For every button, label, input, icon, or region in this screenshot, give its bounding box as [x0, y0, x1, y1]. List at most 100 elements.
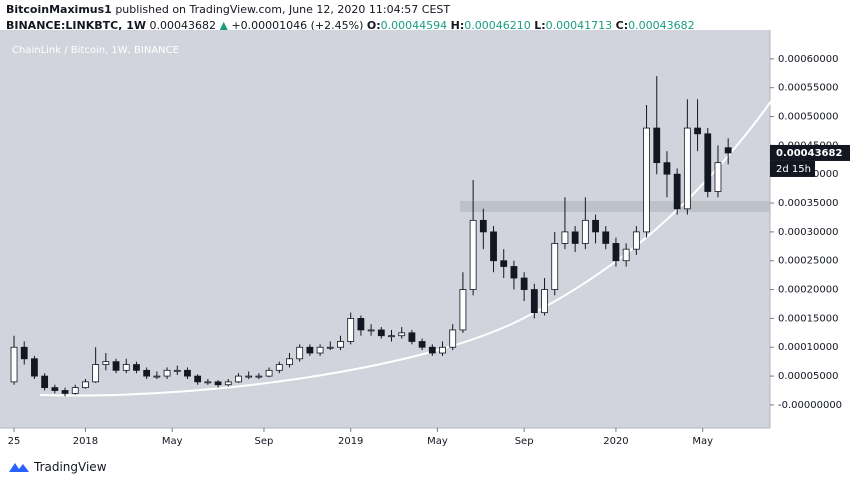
- candle-body: [500, 260, 508, 267]
- c-label: C:: [615, 19, 629, 32]
- resistance-band: [460, 201, 770, 212]
- candle-body: [82, 381, 89, 389]
- candle-body: [41, 375, 49, 389]
- candle-body: [388, 335, 395, 338]
- candle-body: [326, 346, 334, 349]
- candle-body: [551, 243, 559, 290]
- symbol: BINANCE:LINKBTC, 1W: [6, 19, 146, 32]
- candle-body: [643, 127, 650, 233]
- candle-body: [194, 375, 202, 383]
- candle-body: [479, 219, 487, 233]
- last: 0.00043682: [149, 19, 216, 32]
- price-tag-label: 0.00043682: [776, 148, 842, 159]
- countdown-label: 2d 15h: [776, 164, 811, 175]
- candle-body: [367, 329, 375, 332]
- candle-body: [306, 346, 314, 354]
- y-tick-label: 0.00010000: [778, 342, 838, 353]
- candle-body: [612, 243, 620, 262]
- candle-body: [694, 127, 701, 135]
- candle-body: [592, 219, 599, 233]
- header-line: BitcoinMaximus1 published on TradingView…: [6, 2, 695, 18]
- candle-body: [133, 364, 140, 371]
- candle-body: [286, 358, 293, 365]
- candle-body: [214, 381, 222, 386]
- logo: [9, 463, 29, 472]
- candle-body: [153, 375, 161, 378]
- author: BitcoinMaximus1: [6, 3, 112, 16]
- candle-body: [316, 346, 324, 354]
- h-label: H:: [450, 19, 465, 32]
- candle-body: [632, 231, 640, 250]
- candle-body: [122, 364, 130, 371]
- y-tick-label: -0.00000000: [778, 400, 842, 411]
- candle-body: [275, 364, 283, 371]
- candle-body: [602, 231, 610, 244]
- y-tick-label: 0.00060000: [778, 54, 838, 65]
- x-tick-label: May: [162, 436, 183, 447]
- candle-body: [418, 341, 426, 348]
- candle-body: [439, 346, 446, 354]
- candle-body: [469, 219, 477, 290]
- candle-body: [510, 266, 518, 279]
- candle-body: [683, 127, 691, 210]
- x-tick-label: May: [427, 436, 448, 447]
- candle-body: [714, 162, 722, 192]
- candle-body: [622, 248, 630, 262]
- candle-body: [408, 332, 416, 342]
- candle-body: [204, 381, 212, 384]
- footer: TradingView: [8, 460, 107, 474]
- candle-body: [571, 231, 579, 244]
- candle-body: [561, 231, 569, 244]
- support-curve: [39, 99, 773, 397]
- published: published on TradingView.com, June 12, 2…: [115, 3, 451, 16]
- candle-body: [530, 289, 538, 314]
- y-tick-label: 0.00020000: [778, 285, 838, 296]
- candle-body: [92, 364, 100, 383]
- candle-body: [61, 390, 69, 394]
- header: BitcoinMaximus1 published on TradingView…: [6, 2, 695, 34]
- candle-body: [224, 381, 232, 386]
- o: 0.00044594: [380, 19, 448, 32]
- candle-body: [449, 329, 457, 348]
- candle-body: [51, 387, 59, 391]
- x-tick-label: Sep: [515, 436, 534, 447]
- y-tick-label: 0.00025000: [778, 256, 838, 267]
- h: 0.00046210: [464, 19, 531, 32]
- candle-body: [255, 375, 263, 378]
- candle-body: [663, 162, 671, 175]
- candle-body: [520, 277, 528, 290]
- candle-body: [112, 361, 120, 371]
- y-tick-label: 0.00015000: [778, 313, 838, 324]
- candle-body: [581, 219, 589, 244]
- y-tick-label: 0.00055000: [778, 83, 838, 94]
- candle-body: [245, 375, 253, 378]
- x-tick-label: 2018: [73, 436, 98, 447]
- chart: ChainLink / Bitcoin, 1W, BINANCE -0.0000…: [0, 30, 850, 447]
- x-tick-label: May: [692, 436, 713, 447]
- candle-body: [653, 127, 661, 164]
- candle-body: [184, 369, 191, 377]
- y-tick-label: 0.00005000: [778, 371, 838, 382]
- y-tick-label: 0.00050000: [778, 112, 838, 123]
- y-tick-label: 0.00030000: [778, 227, 838, 238]
- candle-body: [10, 346, 18, 383]
- countdown-tag: [770, 160, 815, 177]
- candle-body: [377, 329, 385, 337]
- candle-body: [541, 289, 548, 314]
- candle-body: [163, 369, 171, 377]
- candle-body: [296, 346, 304, 360]
- x-tick-label: 2020: [603, 436, 628, 447]
- candle-body: [265, 369, 273, 377]
- candle-body: [20, 346, 28, 360]
- candle-body: [347, 318, 355, 342]
- candle-body: [235, 375, 242, 383]
- plot-area: [0, 30, 770, 428]
- candle-body: [704, 133, 712, 192]
- candle-body: [724, 147, 732, 154]
- candle-body: [337, 341, 344, 348]
- o-label: O:: [366, 19, 381, 32]
- l-label: L:: [534, 19, 546, 32]
- brand: TradingView: [34, 460, 107, 474]
- candles: [10, 76, 732, 397]
